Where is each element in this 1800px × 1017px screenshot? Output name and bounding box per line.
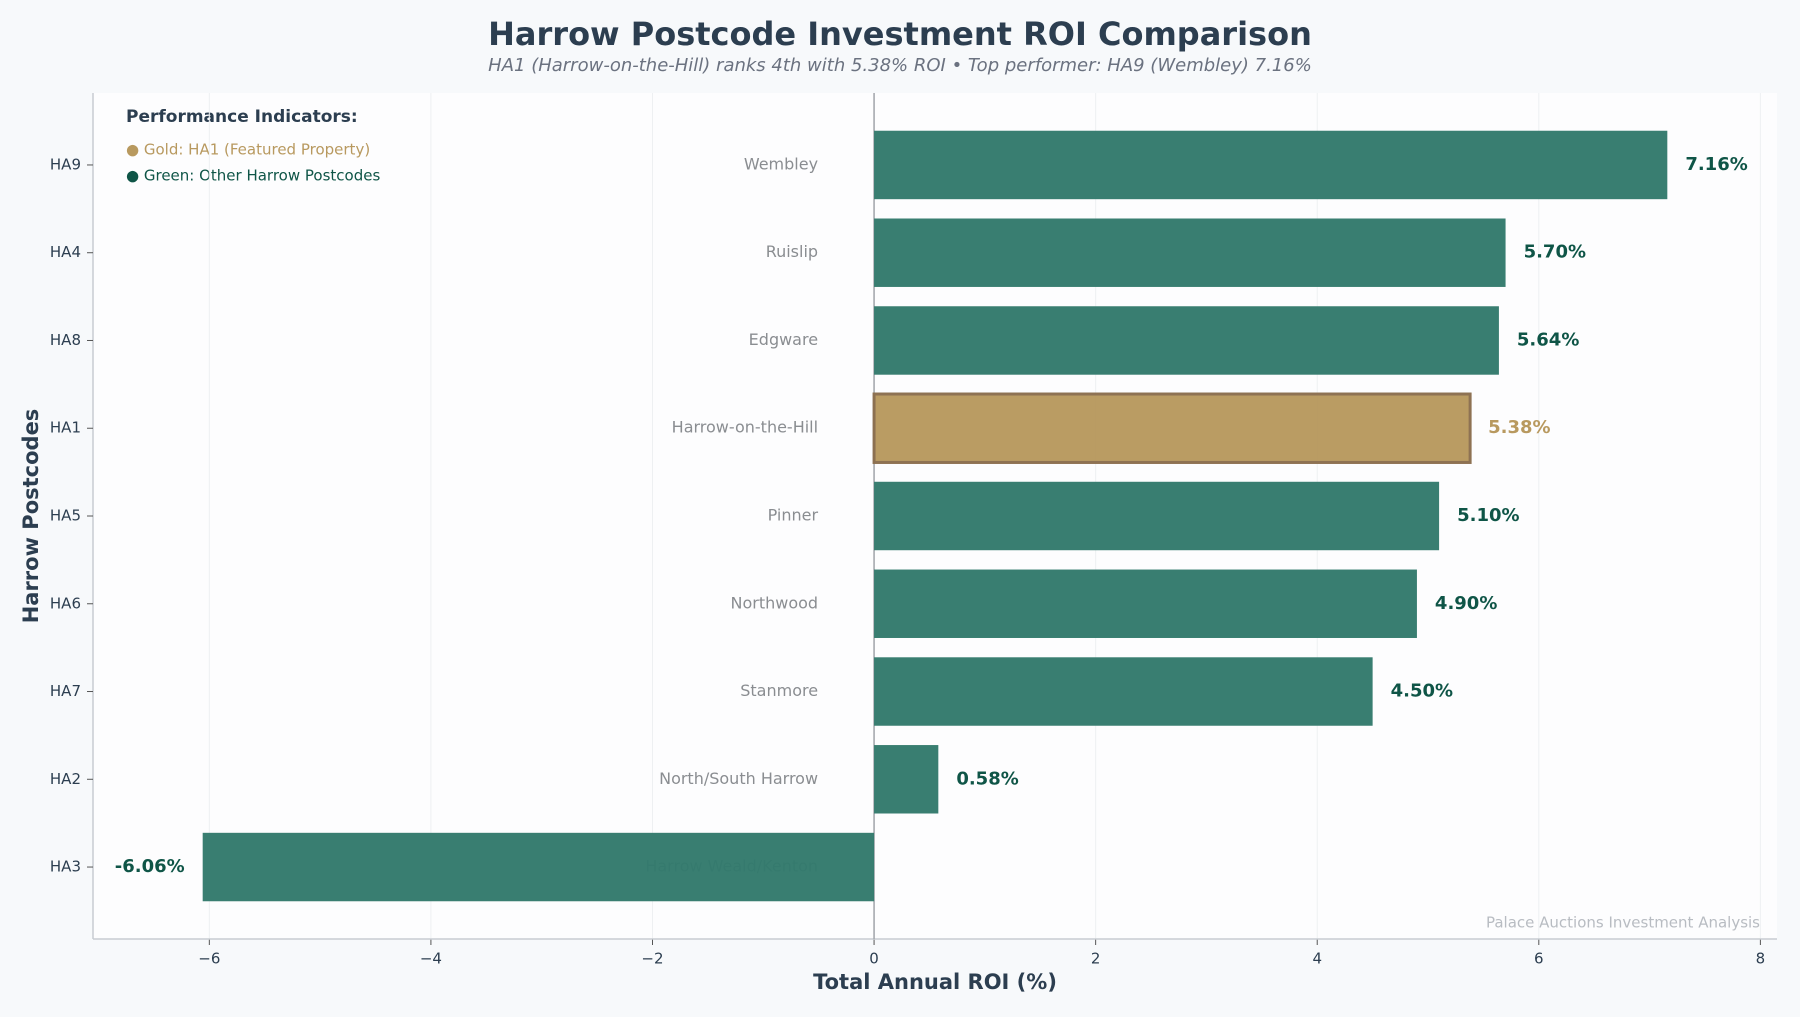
- x-tick-label: 2: [1091, 950, 1101, 968]
- bar-name: Harrow-on-the-Hill: [672, 418, 818, 437]
- x-tick-label: −6: [198, 950, 220, 968]
- value-label: 5.10%: [1457, 505, 1519, 526]
- bar-name: Northwood: [730, 593, 818, 612]
- y-tick-label: HA5: [50, 507, 81, 525]
- value-label: 0.58%: [956, 768, 1018, 789]
- x-tick-label: 8: [1756, 950, 1766, 968]
- y-tick-label: HA3: [50, 858, 81, 876]
- bar-name: Wembley: [744, 154, 818, 173]
- x-tick-label: 0: [869, 950, 879, 968]
- bar-name: Ruislip: [766, 242, 818, 261]
- watermark: Palace Auctions Investment Analysis: [1486, 914, 1760, 932]
- x-tick-label: −4: [420, 950, 442, 968]
- bar-name: Pinner: [768, 506, 819, 525]
- y-tick-label: HA7: [50, 682, 81, 700]
- bar: [872, 392, 1472, 464]
- x-axis-label: Total Annual ROI (%): [813, 970, 1057, 994]
- bar: [874, 481, 1440, 551]
- value-label: 4.90%: [1435, 593, 1497, 614]
- bar: [874, 745, 939, 814]
- bar-name: North/South Harrow: [659, 769, 818, 788]
- chart-subtitle: HA1 (Harrow-on-the-Hill) ranks 4th with …: [488, 55, 1312, 76]
- bar: [874, 130, 1668, 200]
- value-label: 5.70%: [1524, 242, 1586, 263]
- legend-title: Performance Indicators:: [126, 107, 358, 127]
- y-tick-label: HA1: [50, 419, 81, 437]
- x-tick-label: −2: [641, 950, 663, 968]
- bar-name: Stanmore: [740, 681, 818, 700]
- value-label: -6.06%: [115, 856, 185, 877]
- bar: [874, 657, 1373, 726]
- bar: [874, 306, 1499, 375]
- value-label: 5.38%: [1488, 417, 1550, 438]
- value-label: 4.50%: [1391, 681, 1453, 702]
- y-axis-label: Harrow Postcodes: [19, 409, 43, 624]
- y-tick-label: HA4: [50, 243, 81, 261]
- chart-title: Harrow Postcode Investment ROI Compariso…: [488, 15, 1312, 53]
- bar: [202, 832, 875, 902]
- bar: [874, 218, 1506, 287]
- y-tick-label: HA8: [50, 331, 81, 349]
- y-tick-label: HA9: [50, 155, 81, 173]
- value-label: 7.16%: [1685, 154, 1747, 175]
- legend-item: ● Gold: HA1 (Featured Property): [126, 141, 370, 159]
- legend-item: ● Green: Other Harrow Postcodes: [126, 167, 380, 185]
- y-tick-label: HA2: [50, 770, 81, 788]
- bar-name: Edgware: [749, 330, 818, 349]
- bar: [874, 569, 1417, 638]
- x-tick-label: 4: [1312, 950, 1322, 968]
- value-label: 5.64%: [1517, 329, 1579, 350]
- x-tick-label: 6: [1534, 950, 1544, 968]
- y-tick-label: HA6: [50, 594, 81, 612]
